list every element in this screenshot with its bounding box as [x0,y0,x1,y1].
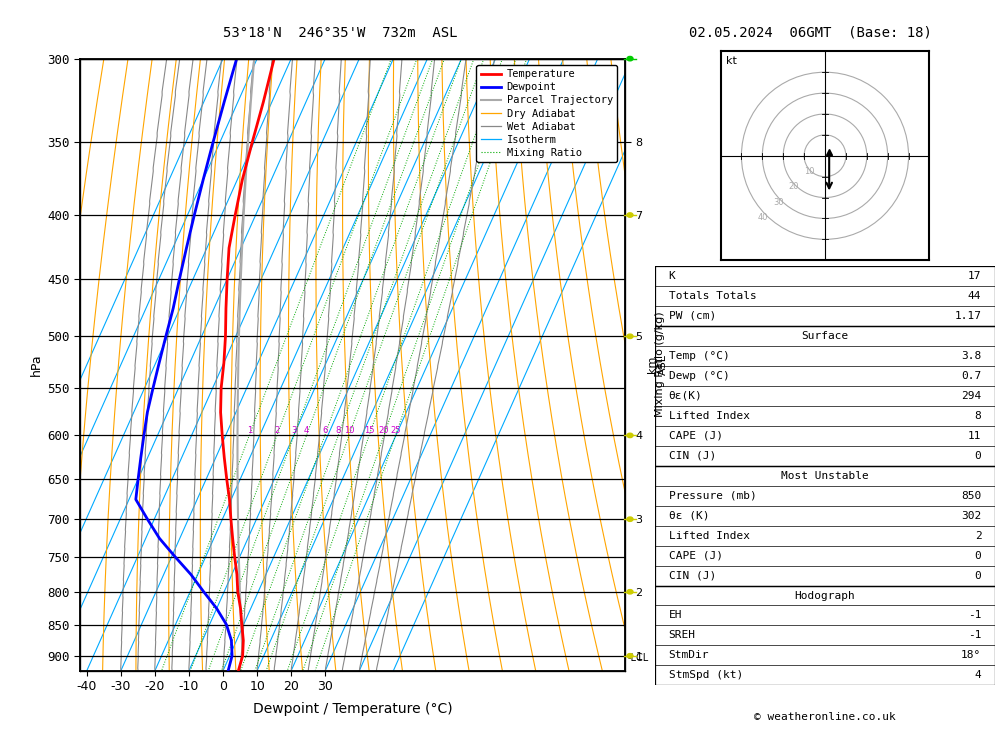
Text: 20: 20 [379,427,389,435]
Text: θε (K): θε (K) [669,511,709,520]
Text: 18°: 18° [961,650,981,660]
Text: Lifted Index: Lifted Index [669,531,750,541]
Text: 2: 2 [975,531,981,541]
Text: 3.8: 3.8 [961,351,981,361]
Text: -LCL: -LCL [628,652,649,663]
Text: EH: EH [669,611,682,620]
Text: 20: 20 [789,183,799,191]
Text: θε(K): θε(K) [669,391,702,401]
Text: kt: kt [726,56,737,66]
Text: 302: 302 [961,511,981,520]
Text: Mixing Ratio (g/kg): Mixing Ratio (g/kg) [655,312,665,418]
Text: 4: 4 [975,671,981,680]
Text: CAPE (J): CAPE (J) [669,550,723,561]
Text: 0: 0 [975,550,981,561]
Text: 6: 6 [322,427,328,435]
Text: © weatheronline.co.uk: © weatheronline.co.uk [754,712,896,722]
Y-axis label: hPa: hPa [30,353,43,376]
Text: 1: 1 [247,427,252,435]
Text: 11: 11 [968,431,981,441]
Text: CAPE (J): CAPE (J) [669,431,723,441]
Text: 1.17: 1.17 [954,311,981,321]
Text: Hodograph: Hodograph [795,591,855,600]
Text: Pressure (mb): Pressure (mb) [669,490,756,501]
Text: CIN (J): CIN (J) [669,570,716,581]
Text: 2: 2 [274,427,279,435]
Text: Lifted Index: Lifted Index [669,410,750,421]
Text: Surface: Surface [801,331,849,341]
X-axis label: Dewpoint / Temperature (°C): Dewpoint / Temperature (°C) [253,701,452,715]
Text: K: K [669,271,675,281]
Legend: Temperature, Dewpoint, Parcel Trajectory, Dry Adiabat, Wet Adiabat, Isotherm, Mi: Temperature, Dewpoint, Parcel Trajectory… [476,65,617,162]
Y-axis label: km
ASL: km ASL [647,354,668,375]
Text: StmSpd (kt): StmSpd (kt) [669,671,743,680]
Text: 294: 294 [961,391,981,401]
Text: 0.7: 0.7 [961,371,981,381]
Text: Most Unstable: Most Unstable [781,471,869,481]
Text: PW (cm): PW (cm) [669,311,716,321]
Text: 10: 10 [344,427,354,435]
Text: 850: 850 [961,490,981,501]
Text: 0: 0 [975,451,981,461]
Text: 44: 44 [968,291,981,301]
Text: Totals Totals: Totals Totals [669,291,756,301]
Text: 8: 8 [336,427,341,435]
Text: 17: 17 [968,271,981,281]
Text: -1: -1 [968,630,981,641]
Text: SREH: SREH [669,630,696,641]
Text: 0: 0 [975,570,981,581]
Text: 10: 10 [804,167,815,176]
Text: 25: 25 [390,427,401,435]
Text: 53°18'N  246°35'W  732m  ASL: 53°18'N 246°35'W 732m ASL [223,26,457,40]
Text: StmDir: StmDir [669,650,709,660]
Text: 15: 15 [364,427,374,435]
Text: -1: -1 [968,611,981,620]
Text: Temp (°C): Temp (°C) [669,351,729,361]
Text: 8: 8 [975,410,981,421]
Text: Dewp (°C): Dewp (°C) [669,371,729,381]
Text: 3: 3 [291,427,297,435]
Text: 4: 4 [304,427,309,435]
Text: 30: 30 [773,198,784,207]
Text: 02.05.2024  06GMT  (Base: 18): 02.05.2024 06GMT (Base: 18) [689,26,931,40]
Text: 40: 40 [758,213,768,222]
Text: CIN (J): CIN (J) [669,451,716,461]
